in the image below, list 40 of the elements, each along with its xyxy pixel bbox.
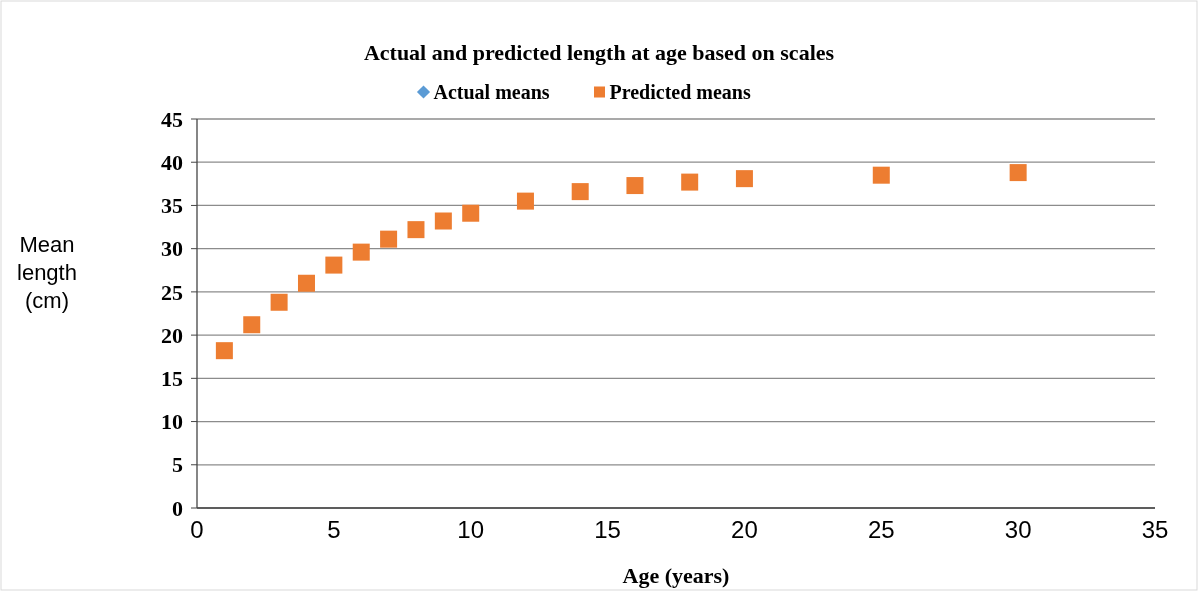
point [434,212,452,230]
point [215,342,233,360]
point [243,316,261,334]
x-axis-title: Age (years) [622,563,730,588]
x-tick-label: 0 [190,516,204,543]
y-tick-label: 30 [161,236,183,262]
x-tick-label: 5 [327,516,341,543]
x-tick-label: 10 [457,516,485,543]
x-tick-label: 35 [1141,516,1169,543]
y-tick-label: 40 [161,149,183,175]
y-tick-label: 5 [172,452,183,478]
point [872,166,890,184]
y-tick-label: 0 [172,495,183,521]
y-tick-label: 10 [161,409,183,435]
point [352,243,370,261]
y-tick-label: 45 [161,106,183,132]
point [1009,164,1027,182]
legend-label: Actual means [433,81,550,103]
point [681,173,699,191]
point [380,230,398,248]
x-tick-label: 15 [594,516,621,543]
point [516,192,534,210]
x-tick-label: 30 [1004,516,1032,543]
y-tick-label: 15 [161,366,183,392]
chart-title: Actual and predicted length at age based on scales [363,40,835,65]
x-tick-label: 25 [867,516,895,543]
y-tick-label: 35 [161,193,183,219]
x-tick-label: 20 [731,516,758,543]
point [407,221,425,239]
y-axis-title: Mean length (cm) [17,232,77,313]
point [297,274,315,292]
point [325,256,343,274]
point [270,293,288,311]
y-tick-label: 20 [161,322,183,348]
point [462,204,480,222]
point [626,177,644,195]
point [735,170,753,188]
y-tick-label: 25 [161,279,183,305]
legend-label: Predicted means [609,81,751,103]
point [571,183,589,201]
